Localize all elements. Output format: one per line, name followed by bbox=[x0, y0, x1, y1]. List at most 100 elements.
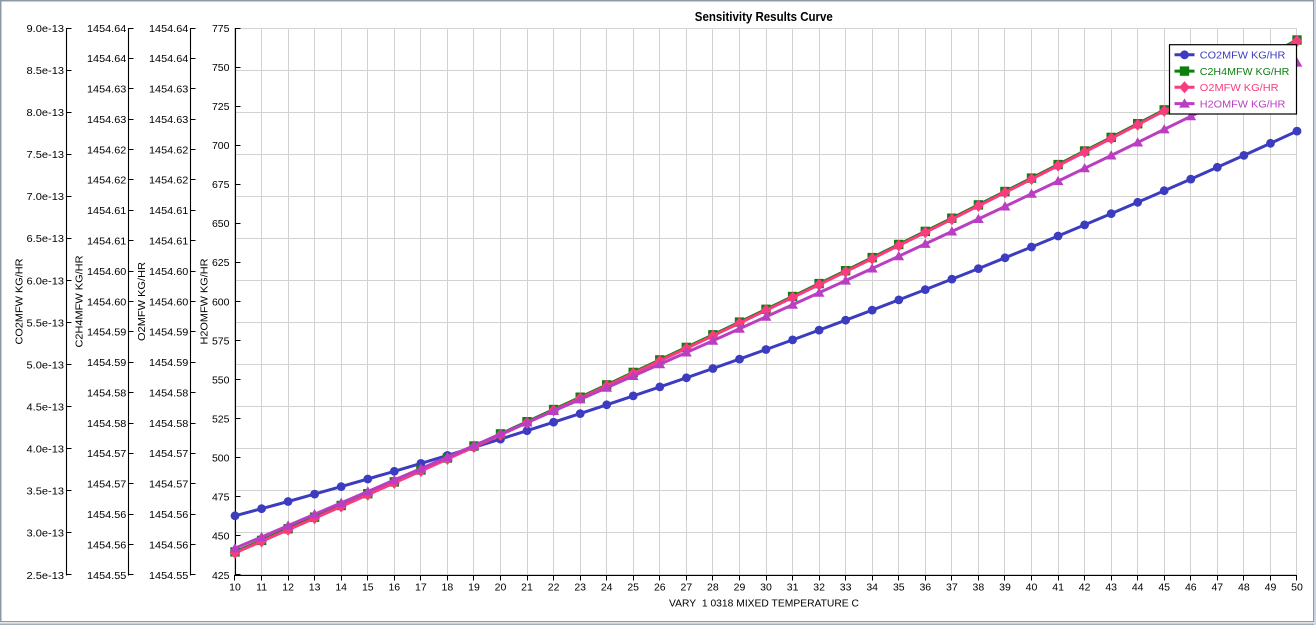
svg-text:37: 37 bbox=[946, 581, 958, 593]
svg-text:40: 40 bbox=[1026, 581, 1038, 593]
svg-text:5.0e-13: 5.0e-13 bbox=[27, 359, 65, 371]
svg-text:525: 525 bbox=[212, 414, 230, 426]
svg-text:1454.63: 1454.63 bbox=[87, 114, 126, 126]
svg-text:31: 31 bbox=[787, 581, 799, 593]
svg-text:43: 43 bbox=[1105, 581, 1117, 593]
svg-text:1454.55: 1454.55 bbox=[149, 570, 188, 582]
svg-text:1454.60: 1454.60 bbox=[149, 266, 188, 278]
svg-text:4.0e-13: 4.0e-13 bbox=[27, 444, 65, 456]
svg-text:1454.60: 1454.60 bbox=[87, 266, 126, 278]
svg-text:30: 30 bbox=[760, 581, 772, 593]
svg-text:1454.57: 1454.57 bbox=[87, 479, 126, 491]
svg-text:46: 46 bbox=[1185, 581, 1197, 593]
svg-text:1454.58: 1454.58 bbox=[149, 387, 188, 399]
svg-text:50: 50 bbox=[1291, 581, 1303, 593]
svg-text:33: 33 bbox=[840, 581, 852, 593]
svg-text:1454.60: 1454.60 bbox=[149, 296, 188, 308]
svg-text:1454.57: 1454.57 bbox=[149, 448, 188, 460]
svg-text:1454.62: 1454.62 bbox=[87, 175, 126, 187]
svg-text:8.0e-13: 8.0e-13 bbox=[27, 107, 65, 119]
svg-text:45: 45 bbox=[1158, 581, 1170, 593]
svg-text:600: 600 bbox=[212, 296, 230, 308]
svg-text:21: 21 bbox=[521, 581, 533, 593]
svg-text:CO2MFW KG/HR: CO2MFW KG/HR bbox=[1200, 50, 1286, 62]
svg-text:38: 38 bbox=[973, 581, 985, 593]
svg-text:32: 32 bbox=[813, 581, 825, 593]
svg-text:1454.63: 1454.63 bbox=[87, 84, 126, 96]
svg-text:475: 475 bbox=[212, 492, 230, 504]
svg-text:1454.61: 1454.61 bbox=[149, 205, 188, 217]
svg-text:1454.64: 1454.64 bbox=[149, 53, 188, 65]
svg-text:1454.56: 1454.56 bbox=[149, 509, 188, 521]
svg-text:1454.61: 1454.61 bbox=[149, 236, 188, 248]
svg-text:1454.56: 1454.56 bbox=[87, 509, 126, 521]
svg-text:7.5e-13: 7.5e-13 bbox=[27, 149, 65, 161]
svg-text:C2H4MFW KG/HR: C2H4MFW KG/HR bbox=[74, 255, 86, 347]
svg-text:7.0e-13: 7.0e-13 bbox=[27, 191, 65, 203]
svg-text:1454.58: 1454.58 bbox=[87, 387, 126, 399]
svg-text:1454.59: 1454.59 bbox=[87, 357, 126, 369]
svg-text:42: 42 bbox=[1079, 581, 1091, 593]
svg-text:8.5e-13: 8.5e-13 bbox=[27, 65, 65, 77]
svg-text:13: 13 bbox=[309, 581, 321, 593]
svg-text:27: 27 bbox=[681, 581, 693, 593]
svg-text:6.0e-13: 6.0e-13 bbox=[27, 275, 65, 287]
svg-text:36: 36 bbox=[919, 581, 931, 593]
svg-text:425: 425 bbox=[212, 570, 230, 582]
svg-text:575: 575 bbox=[212, 335, 230, 347]
svg-text:34: 34 bbox=[866, 581, 878, 593]
svg-text:1454.59: 1454.59 bbox=[149, 357, 188, 369]
svg-text:4.5e-13: 4.5e-13 bbox=[27, 401, 65, 413]
svg-text:20: 20 bbox=[495, 581, 507, 593]
svg-text:675: 675 bbox=[212, 179, 230, 191]
svg-text:775: 775 bbox=[212, 23, 230, 35]
svg-text:1454.57: 1454.57 bbox=[149, 479, 188, 491]
svg-text:1454.61: 1454.61 bbox=[87, 205, 126, 217]
svg-text:1454.63: 1454.63 bbox=[149, 114, 188, 126]
svg-text:750: 750 bbox=[212, 62, 230, 74]
svg-text:24: 24 bbox=[601, 581, 613, 593]
svg-text:1454.64: 1454.64 bbox=[87, 53, 126, 65]
svg-text:550: 550 bbox=[212, 374, 230, 386]
svg-text:1454.57: 1454.57 bbox=[87, 448, 126, 460]
svg-text:1454.62: 1454.62 bbox=[149, 144, 188, 156]
svg-text:500: 500 bbox=[212, 453, 230, 465]
svg-text:1454.58: 1454.58 bbox=[87, 418, 126, 430]
svg-text:1454.59: 1454.59 bbox=[149, 327, 188, 339]
svg-text:22: 22 bbox=[548, 581, 560, 593]
svg-text:25: 25 bbox=[627, 581, 639, 593]
svg-text:35: 35 bbox=[893, 581, 905, 593]
svg-text:41: 41 bbox=[1052, 581, 1064, 593]
svg-text:49: 49 bbox=[1265, 581, 1277, 593]
svg-text:1454.60: 1454.60 bbox=[87, 296, 126, 308]
svg-text:C2H4MFW KG/HR: C2H4MFW KG/HR bbox=[1200, 66, 1290, 78]
svg-text:O2MFW KG/HR: O2MFW KG/HR bbox=[1200, 82, 1279, 94]
svg-text:VARY 1 0318 MIXED TEMPERATURE: VARY 1 0318 MIXED TEMPERATURE C bbox=[669, 598, 859, 610]
svg-text:Sensitivity Results Curve: Sensitivity Results Curve bbox=[695, 9, 833, 24]
svg-text:19: 19 bbox=[468, 581, 480, 593]
svg-text:450: 450 bbox=[212, 531, 230, 543]
svg-text:1454.61: 1454.61 bbox=[87, 236, 126, 248]
svg-text:14: 14 bbox=[335, 581, 347, 593]
svg-text:O2MFW KG/HR: O2MFW KG/HR bbox=[136, 262, 148, 341]
svg-text:39: 39 bbox=[999, 581, 1011, 593]
svg-text:28: 28 bbox=[707, 581, 719, 593]
svg-text:15: 15 bbox=[362, 581, 374, 593]
svg-text:6.5e-13: 6.5e-13 bbox=[27, 233, 65, 245]
svg-text:1454.62: 1454.62 bbox=[87, 144, 126, 156]
svg-text:1454.59: 1454.59 bbox=[87, 327, 126, 339]
svg-text:1454.56: 1454.56 bbox=[87, 539, 126, 551]
svg-text:23: 23 bbox=[574, 581, 586, 593]
svg-text:1454.58: 1454.58 bbox=[149, 418, 188, 430]
svg-text:3.5e-13: 3.5e-13 bbox=[27, 486, 65, 498]
svg-text:1454.63: 1454.63 bbox=[149, 84, 188, 96]
svg-text:H2OMFW KG/HR: H2OMFW KG/HR bbox=[1200, 98, 1286, 110]
svg-text:H2OMFW KG/HR: H2OMFW KG/HR bbox=[198, 258, 210, 344]
svg-text:625: 625 bbox=[212, 257, 230, 269]
svg-text:CO2MFW KG/HR: CO2MFW KG/HR bbox=[14, 258, 26, 344]
svg-text:48: 48 bbox=[1238, 581, 1250, 593]
svg-text:9.0e-13: 9.0e-13 bbox=[27, 23, 65, 35]
svg-text:1454.56: 1454.56 bbox=[149, 539, 188, 551]
svg-text:26: 26 bbox=[654, 581, 666, 593]
svg-text:11: 11 bbox=[256, 581, 267, 593]
